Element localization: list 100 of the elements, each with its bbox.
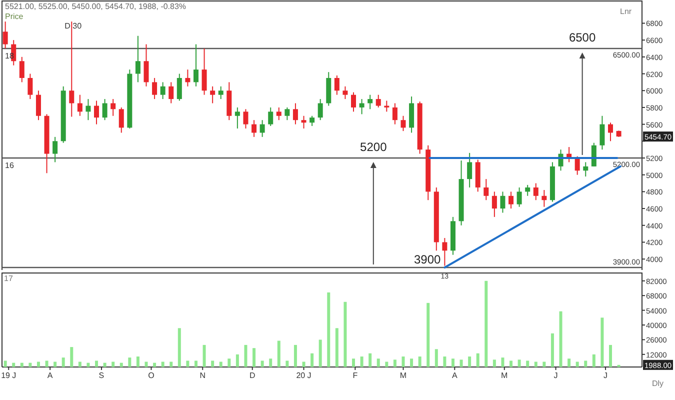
bar	[45, 360, 48, 367]
x-tick-label: F	[352, 371, 358, 380]
bar	[310, 353, 314, 367]
x-tick-label: M	[501, 371, 508, 380]
bar	[294, 344, 297, 367]
candlestick	[77, 94, 82, 116]
bar	[451, 358, 454, 367]
candlestick	[301, 115, 306, 130]
bar	[608, 344, 612, 367]
bar	[170, 362, 173, 367]
bar	[277, 340, 280, 367]
candlestick	[19, 56, 24, 83]
bar	[54, 362, 57, 367]
candlestick	[135, 35, 140, 83]
candlestick	[310, 115, 315, 126]
candlestick	[36, 90, 41, 121]
bar	[434, 349, 438, 367]
x-tick-label: J	[604, 371, 608, 380]
bar	[501, 358, 504, 367]
bar	[410, 358, 414, 367]
candlestick	[342, 86, 348, 100]
candlestick	[28, 73, 33, 100]
bar	[568, 358, 571, 367]
candlestick	[202, 48, 207, 96]
candlestick	[144, 44, 149, 87]
candlestick	[318, 98, 323, 121]
bar	[28, 362, 32, 367]
bar	[576, 362, 579, 367]
bar	[12, 362, 16, 367]
bar	[194, 360, 198, 367]
bar	[600, 318, 604, 367]
x-tick-label: 20 J	[296, 371, 312, 380]
candlestick	[376, 94, 381, 108]
bar	[426, 302, 430, 367]
bar	[202, 344, 206, 367]
x-tick-label: A	[47, 371, 54, 380]
bar	[318, 340, 322, 367]
bar	[526, 360, 530, 367]
bar	[219, 362, 222, 367]
candlestick	[69, 21, 74, 118]
bar	[518, 360, 521, 367]
bar	[492, 360, 496, 367]
candlestick	[359, 98, 364, 115]
candlestick	[508, 191, 514, 210]
bar	[4, 360, 7, 367]
bar	[327, 292, 330, 367]
candlestick	[94, 100, 100, 125]
annotation: Lnr	[620, 7, 632, 16]
candlestick	[583, 162, 588, 178]
candlestick	[252, 120, 257, 138]
candlestick	[243, 108, 248, 130]
candlestick	[467, 152, 472, 188]
bar	[368, 353, 372, 367]
bar	[510, 360, 513, 367]
candlestick	[168, 82, 174, 104]
candlestick	[542, 189, 547, 208]
bar	[20, 362, 24, 367]
bar	[78, 362, 82, 367]
candlestick	[2, 21, 8, 49]
text: Dly	[652, 379, 664, 388]
bar	[302, 362, 306, 367]
candlestick	[193, 44, 198, 87]
bar	[144, 362, 148, 367]
x-tick-label: D	[249, 371, 256, 380]
bar	[592, 354, 596, 367]
bar	[376, 358, 380, 367]
annotation: 17	[4, 274, 14, 283]
bar	[484, 280, 488, 367]
candlestick	[292, 102, 298, 125]
candlestick	[260, 120, 265, 138]
candlestick	[102, 98, 108, 121]
candlestick	[525, 184, 530, 196]
bar	[443, 356, 446, 367]
candlestick	[152, 77, 158, 100]
bar	[211, 360, 214, 367]
bar	[244, 344, 248, 367]
bar	[559, 311, 562, 367]
bar	[534, 362, 538, 367]
annotation: 5200	[360, 140, 388, 154]
candlestick	[284, 106, 290, 121]
bar	[402, 356, 405, 367]
candlestick	[176, 73, 182, 102]
bar	[95, 360, 98, 367]
x-tick-label: N	[200, 371, 206, 380]
candlestick	[118, 106, 124, 134]
bar	[62, 358, 65, 367]
candlestick	[591, 142, 596, 167]
candlestick	[86, 98, 91, 121]
candlestick	[210, 86, 216, 104]
x-tick-label: A	[452, 371, 458, 380]
candlestick	[334, 74, 340, 96]
bar	[550, 333, 554, 367]
bar	[260, 360, 264, 367]
candlestick	[52, 136, 58, 163]
x-tick-label: M	[400, 371, 407, 380]
bar	[252, 348, 256, 367]
candlestick	[574, 156, 580, 176]
candlestick	[185, 69, 190, 87]
annotation: Price	[5, 12, 24, 21]
candlestick	[600, 115, 605, 150]
